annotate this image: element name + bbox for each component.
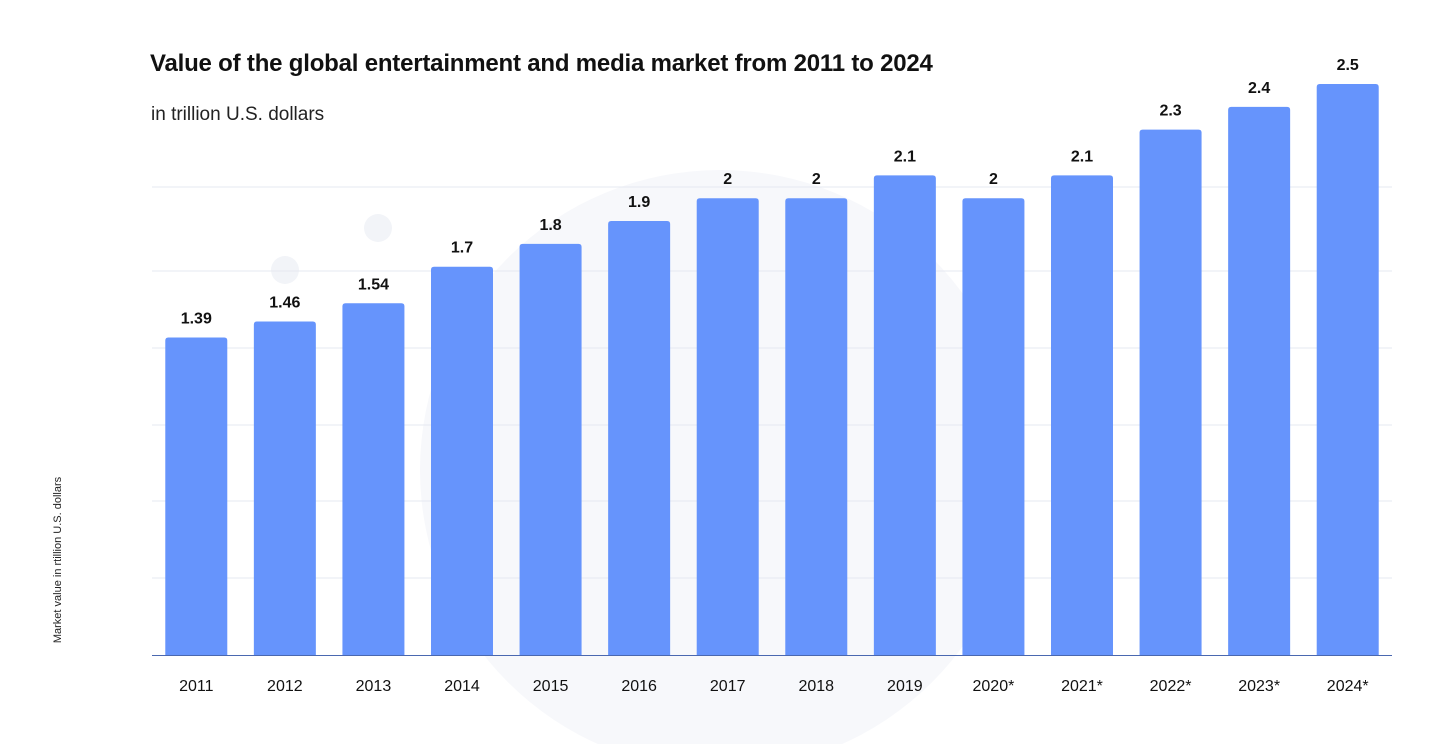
- x-tick-label: 2019: [887, 678, 923, 695]
- x-tick-label: 2024*: [1327, 678, 1369, 695]
- data-label: 1.9: [628, 194, 650, 211]
- bar-2022-forecast: [1139, 129, 1202, 655]
- data-label: 2: [812, 171, 821, 188]
- data-label: 2.1: [1071, 148, 1093, 165]
- bars: [165, 84, 1379, 656]
- data-label: 2: [989, 171, 998, 188]
- bar-2012: [253, 321, 316, 655]
- x-tick-label: 2022*: [1150, 678, 1192, 695]
- data-label: 2.4: [1248, 80, 1270, 97]
- data-label: 1.46: [269, 295, 300, 312]
- watermark-dot: [364, 214, 392, 242]
- x-tick-label: 2014: [444, 678, 480, 695]
- bar-2014: [431, 266, 493, 655]
- chart-subtitle: in trillion U.S. dollars: [151, 104, 325, 125]
- x-tick-label: 2015: [533, 678, 569, 695]
- watermark-dot: [271, 256, 299, 284]
- data-label: 1.39: [181, 311, 212, 328]
- data-label: 1.8: [539, 217, 561, 234]
- x-tick-label: 2021*: [1061, 678, 1103, 695]
- data-labels: 1.39 1.46 1.54 1.7 1.8 1.9 2 2 2.1 2 2.1 2.3 2.4 2.5: [181, 57, 1359, 328]
- x-tick-label: 2017: [710, 678, 746, 695]
- bar-2015: [519, 243, 582, 655]
- x-tick-label: 2020*: [973, 678, 1015, 695]
- bar-2013: [342, 303, 405, 655]
- bar-2016: [608, 221, 671, 656]
- bar-2020-forecast: [962, 198, 1025, 655]
- data-label: 2.5: [1337, 57, 1359, 74]
- bar-2019: [873, 175, 936, 656]
- x-tick-label: 2018: [798, 678, 834, 695]
- bar-2021-forecast: [1051, 175, 1113, 656]
- x-tick-labels: 2011 2012 2013 2014 2015 2016 2017 2018 2019 2020…: [179, 678, 1369, 695]
- bar-2023-forecast: [1228, 106, 1291, 656]
- data-label: 2: [723, 171, 732, 188]
- data-label: 2.1: [894, 148, 916, 165]
- bar-2018: [785, 198, 848, 655]
- data-label: 1.7: [451, 240, 473, 257]
- x-tick-label: 2023*: [1238, 678, 1280, 695]
- x-tick-label: 2011: [179, 678, 214, 695]
- chart-title: Value of the global entertainment and me…: [150, 50, 933, 77]
- data-label: 2.3: [1159, 103, 1181, 120]
- bar-2011: [165, 337, 228, 655]
- x-tick-label: 2012: [267, 678, 303, 695]
- x-tick-label: 2013: [356, 678, 392, 695]
- x-tick-label: 2016: [621, 678, 657, 695]
- bar-2017: [696, 198, 759, 655]
- data-label: 1.54: [358, 276, 389, 293]
- bar-2024-forecast: [1316, 84, 1379, 655]
